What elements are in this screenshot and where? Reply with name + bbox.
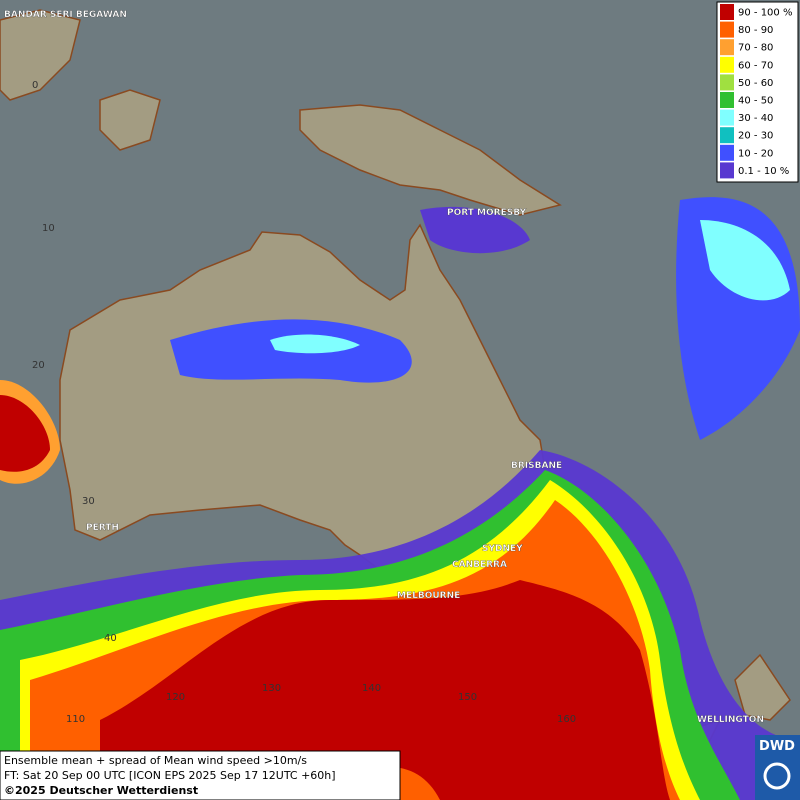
legend-swatch xyxy=(720,21,734,38)
city-label: BRISBANE xyxy=(511,461,562,471)
legend-swatch xyxy=(720,109,734,126)
grid-label: 10 xyxy=(42,223,55,234)
city-label: MELBOURNE xyxy=(397,591,460,601)
grid-label: 160 xyxy=(557,714,576,725)
legend-swatch xyxy=(720,4,734,20)
legend-swatch xyxy=(720,74,734,91)
caption-box xyxy=(0,750,401,800)
grid-label: 150 xyxy=(458,692,477,703)
logo-text: DWD xyxy=(759,739,795,754)
legend-swatch xyxy=(720,144,734,161)
grid-label: 140 xyxy=(362,683,381,694)
legend-swatch xyxy=(720,39,734,56)
legend-label: 10 - 20 xyxy=(738,148,773,159)
grid-labels: 0 10 20 30 40 110 120 130 140 150 160 xyxy=(32,80,576,725)
probability-field xyxy=(0,197,800,800)
legend-label: 20 - 30 xyxy=(738,131,773,142)
grid-label: 0 xyxy=(32,80,38,91)
legend-label: 60 - 70 xyxy=(738,60,773,71)
grid-label: 20 xyxy=(32,360,45,371)
city-label: PORT MORESBY xyxy=(447,208,527,218)
grid-label: 130 xyxy=(262,683,281,694)
city-label: PERTH xyxy=(86,523,119,533)
legend-swatch xyxy=(720,92,734,108)
logo-icon xyxy=(763,762,791,790)
cities: BANDAR SERI BEGAWAN PORT MORESBY BRISBAN… xyxy=(4,10,764,725)
legend-swatch xyxy=(720,127,734,144)
legend: 90 - 100 % 80 - 90 70 - 80 60 - 70 50 - 60 40… xyxy=(716,1,799,183)
legend-label: 30 - 40 xyxy=(738,113,773,124)
city-label: BANDAR SERI BEGAWAN xyxy=(4,10,127,20)
legend-label: 70 - 80 xyxy=(738,43,773,54)
city-label: WELLINGTON xyxy=(697,715,764,725)
caption-line: FT: Sat 20 Sep 00 UTC [ICON EPS 2025 Sep… xyxy=(4,769,336,782)
grid-label: 40 xyxy=(104,633,117,644)
grid-label: 110 xyxy=(66,714,85,725)
legend-label: 40 - 50 xyxy=(738,96,773,107)
legend-swatch xyxy=(720,162,734,179)
legend-label: 0.1 - 10 % xyxy=(738,166,789,177)
legend-swatch xyxy=(720,56,734,73)
caption-line: Ensemble mean + spread of Mean wind spee… xyxy=(4,754,307,767)
legend-label: 90 - 100 % xyxy=(738,8,792,19)
legend-label: 50 - 60 xyxy=(738,78,773,89)
grid-label: 120 xyxy=(166,692,185,703)
legend-label: 80 - 90 xyxy=(738,25,773,36)
caption-line: ©2025 Deutscher Wetterdienst xyxy=(4,784,198,797)
city-label: CANBERRA xyxy=(452,560,507,570)
grid-label: 30 xyxy=(82,496,95,507)
city-label: SYDNEY xyxy=(482,544,523,554)
